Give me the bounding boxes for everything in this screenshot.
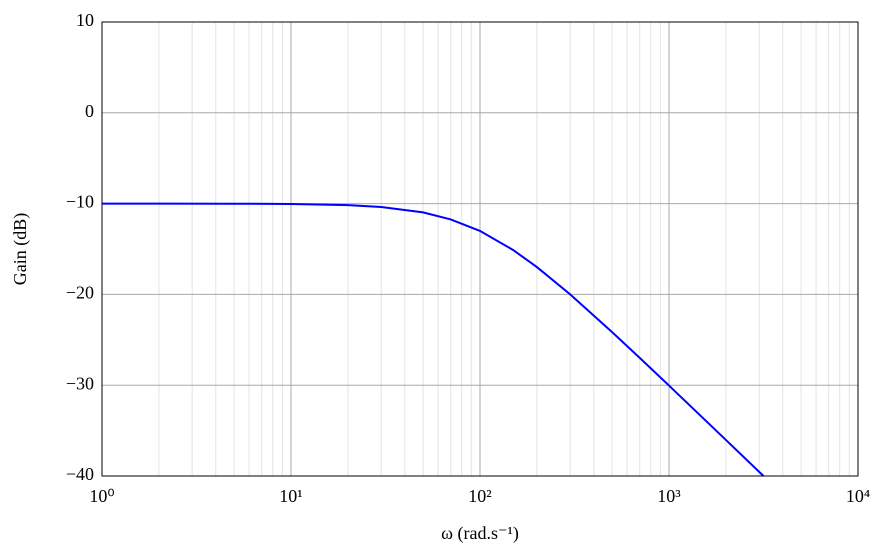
y-tick-label: −30 <box>66 373 94 393</box>
y-tick-label: 0 <box>85 101 94 121</box>
plot-frame <box>101 21 859 477</box>
y-tick-label: −40 <box>66 464 94 484</box>
x-axis-label: ω (rad.s⁻¹) <box>441 523 519 544</box>
y-tick-label: −10 <box>66 192 94 212</box>
x-tick-label: 10³ <box>657 486 681 506</box>
y-tick-label: 10 <box>76 10 94 30</box>
y-axis-label: Gain (dB) <box>10 213 31 285</box>
x-tick-label: 10⁰ <box>89 486 114 506</box>
y-tick-label: −20 <box>66 283 94 303</box>
x-tick-label: 10⁴ <box>846 486 870 506</box>
x-tick-label: 10¹ <box>279 486 302 506</box>
x-tick-label: 10² <box>468 486 491 506</box>
line <box>102 202 765 477</box>
